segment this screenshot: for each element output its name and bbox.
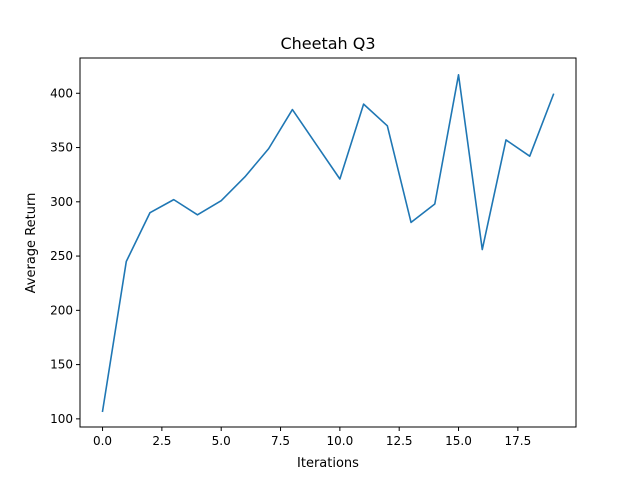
y-tick-label: 200 — [50, 303, 73, 317]
y-tick-label: 350 — [50, 141, 73, 155]
y-tick-label: 400 — [50, 86, 73, 100]
x-tick-label: 17.5 — [504, 434, 531, 448]
x-tick-label: 7.5 — [271, 434, 290, 448]
x-tick-label: 0.0 — [93, 434, 112, 448]
plot-area — [79, 57, 577, 428]
y-tick-label: 300 — [50, 195, 73, 209]
x-tick-label: 15.0 — [445, 434, 472, 448]
y-axis-label: Average Return — [24, 193, 39, 294]
y-axis: 100 150 200 250 300 350 400 — [50, 86, 80, 426]
series-line — [101, 74, 555, 413]
x-axis-label: Iterations — [297, 456, 359, 471]
chart-title: Cheetah Q3 — [280, 34, 375, 53]
x-axis: 0.0 2.5 5.0 7.5 10.0 12.5 15.0 17.5 — [93, 427, 531, 448]
y-tick-label: 250 — [50, 249, 73, 263]
x-tick-label: 2.5 — [152, 434, 171, 448]
x-tick-label: 10.0 — [327, 434, 354, 448]
plot-frame — [79, 57, 577, 428]
y-tick-label: 150 — [50, 358, 73, 372]
x-tick-label: 12.5 — [386, 434, 413, 448]
x-tick-label: 5.0 — [212, 434, 231, 448]
y-tick-label: 100 — [50, 412, 73, 426]
